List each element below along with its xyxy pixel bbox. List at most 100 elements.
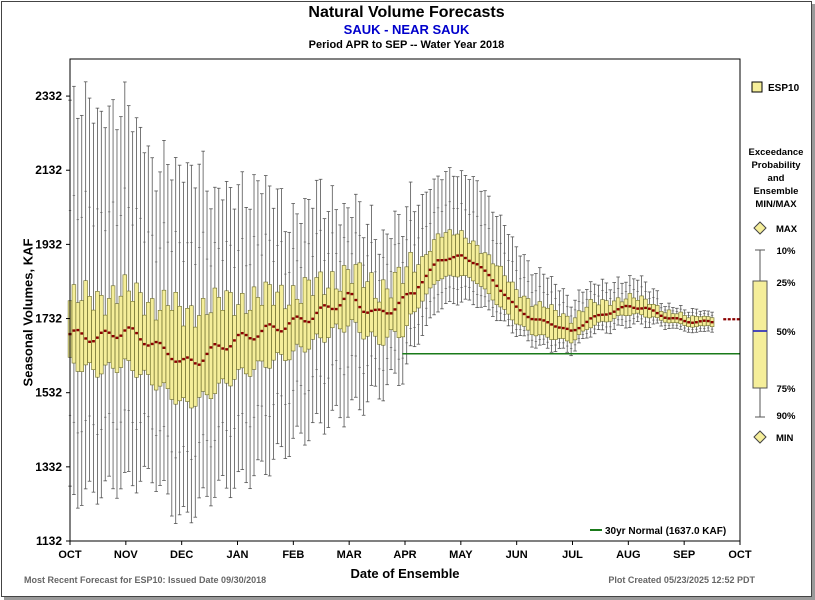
forecast-median (256, 335, 260, 338)
forecast-median (103, 329, 107, 333)
forecast-median (601, 313, 604, 316)
forecast-median (338, 304, 342, 307)
forecast-median (561, 326, 565, 330)
forecast-median (405, 292, 409, 296)
forecast-median (158, 341, 162, 345)
forecast-box (576, 289, 582, 344)
forecast-box (349, 217, 355, 401)
y-tick-label: 1132 (36, 534, 62, 548)
forecast-iqr-box (267, 284, 272, 369)
forecast-iqr-box (138, 292, 143, 375)
forecast-iqr-box (647, 303, 652, 319)
forecast-iqr-box (588, 299, 593, 329)
forecast-median (166, 352, 170, 356)
max-legend-label: MAX (776, 224, 798, 235)
forecast-median (550, 323, 553, 326)
forecast-iqr-box (310, 295, 315, 340)
forecast-box (314, 179, 319, 414)
exceedance-legend-title: Exceedance Probability and Ensemble MIN/… (748, 147, 804, 210)
forecast-box (647, 291, 652, 328)
forecast-median (334, 307, 338, 311)
forecast-median (554, 325, 557, 328)
forecast-iqr-box (471, 240, 476, 282)
forecast-median (616, 308, 620, 311)
forecast-iqr-box (153, 319, 159, 391)
forecast-iqr-box (678, 311, 683, 325)
forecast-median (687, 321, 690, 324)
forecast-median (291, 317, 295, 320)
forecast-median (464, 256, 467, 260)
forecast-median (526, 315, 530, 319)
forecast-iqr-box (525, 298, 531, 331)
forecast-median (573, 328, 577, 332)
forecast-iqr-box (177, 305, 182, 402)
forecast-median (115, 336, 119, 340)
forecast-iqr-box (146, 302, 151, 375)
forecast-median (487, 273, 491, 277)
forecast-iqr-box (130, 301, 135, 371)
p75-legend-label: 75% (776, 384, 796, 395)
forecast-median (370, 309, 373, 313)
forecast-median (679, 318, 683, 321)
forecast-box (549, 276, 554, 353)
forecast-box (259, 193, 265, 462)
forecast-iqr-box (208, 312, 214, 399)
forecast-median (354, 298, 358, 302)
forecast-median (671, 316, 675, 320)
forecast-median (135, 331, 138, 335)
forecast-iqr-box (537, 301, 543, 336)
forecast-box (588, 281, 593, 338)
p90-legend-label: 90% (776, 411, 796, 422)
forecast-median (186, 356, 189, 359)
forecast-median (475, 263, 479, 266)
forecast-iqr-box (259, 304, 265, 362)
forecast-iqr-box (330, 271, 335, 329)
forecast-iqr-box (220, 310, 225, 380)
forecast-median (92, 340, 95, 343)
forecast-median (593, 315, 597, 318)
forecast-iqr-box (79, 300, 84, 372)
forecast-median (142, 342, 146, 346)
x-tick-label: NOV (114, 549, 139, 561)
forecast-median (174, 360, 178, 363)
forecast-iqr-box (193, 326, 198, 407)
forecast-median (499, 289, 503, 293)
forecast-iqr-box (592, 302, 597, 326)
forecast-iqr-box (561, 313, 566, 339)
esp10-legend-swatch (751, 81, 763, 93)
chart-subtitle: SAUK - NEAR SAUK (343, 22, 470, 37)
forecast-iqr-box (243, 313, 249, 375)
y-tick-label: 1732 (35, 312, 62, 326)
x-tick-label: SEP (673, 549, 695, 561)
forecast-iqr-box (126, 290, 131, 361)
forecast-median (698, 320, 702, 323)
x-tick-label: OCT (58, 549, 82, 561)
forecast-median (295, 315, 299, 318)
x-tick-label: APR (393, 549, 416, 561)
forecast-median (479, 266, 483, 269)
forecast-box (396, 214, 402, 386)
forecast-median (205, 352, 209, 356)
forecast-iqr-box (365, 281, 370, 337)
forecast-box (674, 307, 680, 329)
forecast-median (107, 331, 111, 334)
forecast-median (706, 319, 710, 323)
forecast-iqr-box (635, 300, 640, 314)
forecast-iqr-box (240, 293, 245, 369)
forecast-median (283, 327, 287, 330)
forecast-iqr-box (408, 252, 413, 315)
forecast-box (126, 105, 131, 472)
forecast-iqr-box (377, 301, 382, 345)
forecast-iqr-box (349, 283, 355, 320)
forecast-median (381, 309, 385, 313)
forecast-median (150, 342, 154, 346)
forecast-iqr-box (247, 309, 253, 377)
forecast-median (326, 305, 330, 308)
forecast-iqr-box (298, 303, 304, 348)
forecast-iqr-box (604, 300, 609, 323)
forecast-iqr-box (228, 292, 233, 387)
forecast-median (436, 259, 440, 262)
forecast-median (467, 259, 471, 263)
forecast-median (397, 301, 401, 305)
forecast-box (392, 210, 398, 374)
